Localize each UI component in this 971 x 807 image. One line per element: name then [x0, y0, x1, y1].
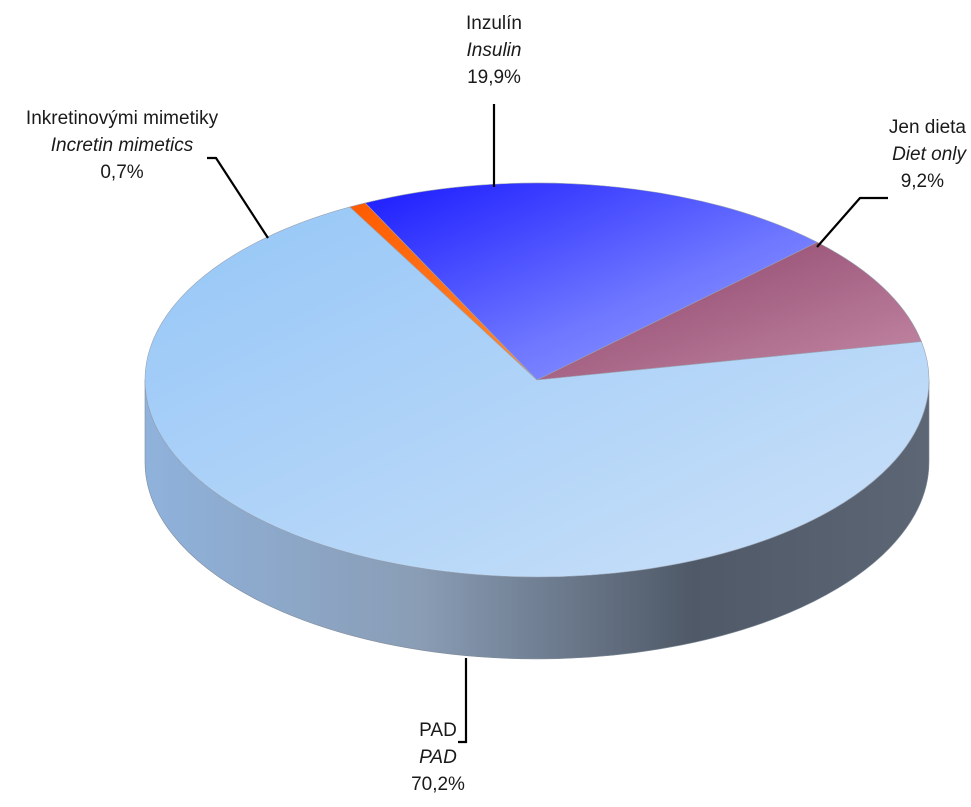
leader-lines: [207, 104, 888, 744]
pie-top: [144, 182, 930, 578]
leader-line-diet-only: [816, 196, 888, 248]
pie-slice-pad: [144, 206, 930, 578]
slice-name: Jen dieta: [889, 117, 967, 138]
slice-name-en: Diet only: [892, 144, 967, 165]
slice-name: PAD: [419, 720, 457, 741]
slice-name: Inkretinovými mimetiky: [26, 108, 219, 129]
slice-label-insulin: Inzulín Insulin 19,9%: [466, 13, 522, 88]
slice-name-en: Insulin: [467, 40, 522, 61]
leader-line-pad: [458, 658, 468, 744]
slice-name: Inzulín: [466, 13, 522, 34]
pie-slice-diet-only: [536, 241, 922, 381]
leader-line-incretin-mimetics: [207, 156, 269, 239]
slice-value: 19,9%: [467, 67, 521, 88]
slice-value: 0,7%: [100, 162, 143, 183]
slice-label-diet-only: Jen dieta Diet only 9,2%: [889, 117, 968, 192]
slice-label-incretin-mimetics: Inkretinovými mimetiky Incretin mimetics 0…: [26, 108, 219, 183]
pie-slice-incretin-mimetics: [349, 202, 538, 381]
slice-value: 70,2%: [411, 774, 465, 795]
pie-slice-insulin: [364, 182, 818, 381]
slice-labels: Inzulín Insulin 19,9% Jen dieta Diet only 9,2…: [26, 13, 968, 795]
slice-name-en: Incretin mimetics: [51, 135, 194, 156]
slice-label-pad: PAD PAD 70,2%: [411, 720, 465, 795]
slice-name-en: PAD: [419, 747, 457, 768]
slice-value: 9,2%: [901, 171, 944, 192]
